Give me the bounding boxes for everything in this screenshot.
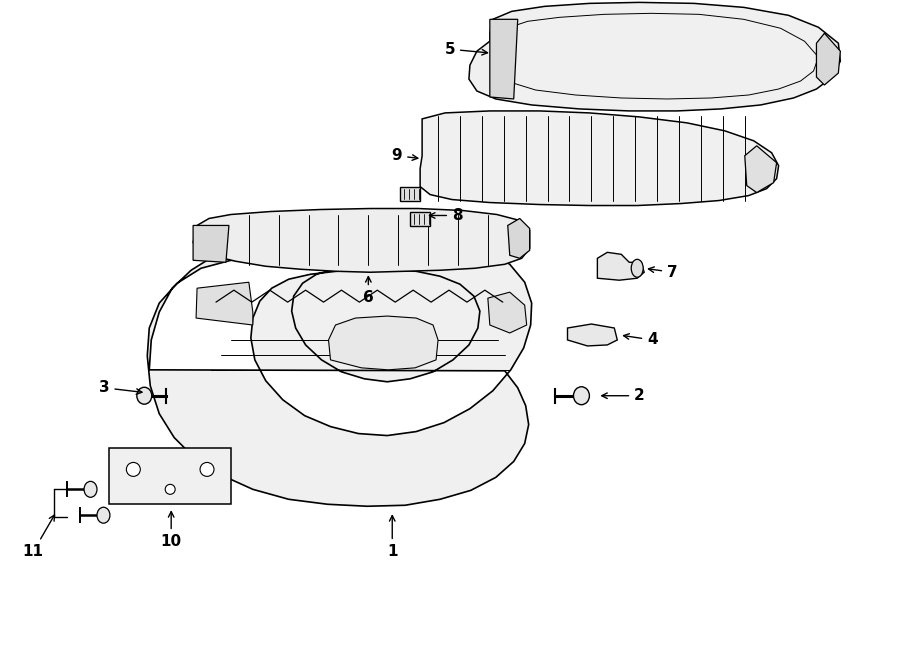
Polygon shape xyxy=(469,3,841,111)
Text: 11: 11 xyxy=(22,515,55,559)
Polygon shape xyxy=(410,212,430,227)
Text: 5: 5 xyxy=(445,42,488,57)
Ellipse shape xyxy=(631,259,644,277)
Text: 6: 6 xyxy=(363,276,374,305)
Text: 7: 7 xyxy=(649,265,678,280)
Circle shape xyxy=(166,485,176,494)
Polygon shape xyxy=(420,111,778,206)
Ellipse shape xyxy=(137,387,152,404)
Text: 1: 1 xyxy=(387,516,398,559)
Polygon shape xyxy=(598,253,644,280)
Polygon shape xyxy=(148,233,532,506)
Text: 2: 2 xyxy=(602,388,645,403)
Polygon shape xyxy=(328,316,438,370)
Polygon shape xyxy=(196,282,253,325)
Polygon shape xyxy=(508,219,530,258)
Polygon shape xyxy=(110,447,231,504)
Polygon shape xyxy=(490,19,518,99)
Polygon shape xyxy=(194,208,530,272)
Text: 8: 8 xyxy=(429,208,463,223)
Text: 10: 10 xyxy=(160,512,182,549)
Polygon shape xyxy=(400,186,420,200)
Ellipse shape xyxy=(97,507,110,524)
Polygon shape xyxy=(488,292,526,333)
Polygon shape xyxy=(745,146,777,192)
Polygon shape xyxy=(568,324,617,346)
Text: 9: 9 xyxy=(392,148,418,163)
Ellipse shape xyxy=(573,387,590,405)
Polygon shape xyxy=(194,225,229,262)
Polygon shape xyxy=(816,33,841,85)
Text: 4: 4 xyxy=(624,332,658,348)
Ellipse shape xyxy=(84,481,97,497)
Circle shape xyxy=(200,463,214,477)
Circle shape xyxy=(126,463,140,477)
Text: 3: 3 xyxy=(99,380,142,395)
